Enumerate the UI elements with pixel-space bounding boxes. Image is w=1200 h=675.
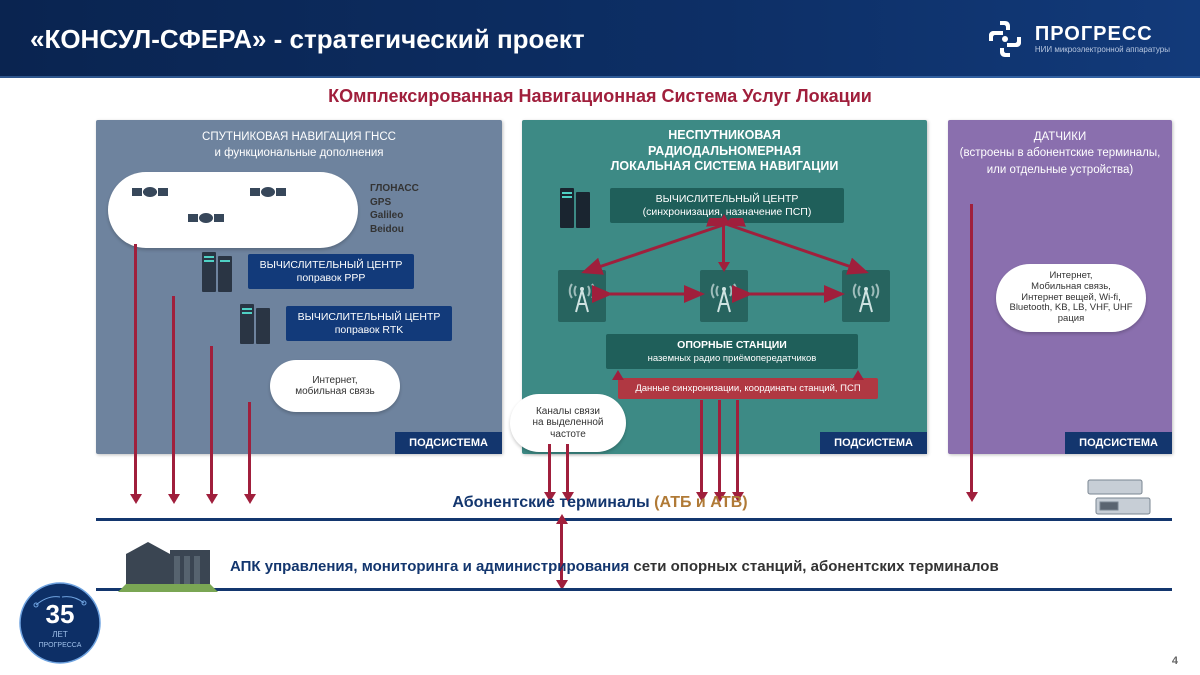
arrow (700, 400, 703, 494)
slide-title: «КОНСУЛ-СФЕРА» - стратегический проект (30, 24, 585, 55)
box-stations: ОПОРНЫЕ СТАНЦИИ наземных радио приёмопер… (606, 334, 858, 369)
building-icon (118, 530, 218, 596)
satellite-icon (130, 178, 170, 206)
arrow (970, 204, 973, 494)
svg-text:ПРОГРЕССА: ПРОГРЕССА (39, 642, 82, 649)
radio-tower-icon (708, 276, 740, 314)
satellite-icon (248, 178, 288, 206)
brand-subtitle: НИИ микроэлектронной аппаратуры (1035, 46, 1170, 54)
arrow-head-icon (852, 370, 864, 380)
arrow (548, 444, 551, 494)
panel3-title-l1: ДАТЧИКИ (1034, 131, 1086, 143)
server-icon (556, 184, 598, 232)
panel1-title-l1: СПУТНИКОВАЯ НАВИГАЦИЯ ГНСС (202, 131, 396, 143)
brand-name: ПРОГРЕСС (1035, 24, 1170, 44)
arrow (134, 244, 137, 496)
brand-logo-icon (985, 19, 1025, 59)
brand: ПРОГРЕСС НИИ микроэлектронной аппаратуры (985, 19, 1170, 59)
terminal-device-icon (1082, 476, 1158, 520)
arrow (722, 222, 725, 264)
radio-tower-icon (566, 276, 598, 314)
anniversary-badge-icon: 35 ЛЕТ ПРОГРЕССА (18, 581, 102, 665)
arrow-head-icon (612, 370, 624, 380)
arrow (248, 402, 251, 496)
arrow-head-icon (718, 214, 730, 224)
subtitle: КОмплексированная Навигационная Система … (0, 86, 1200, 107)
terminals-label: Абонентские терминалы (АТБ и АТВ) (0, 494, 1200, 512)
cloud-connectivity: Интернет, Мобильная связь, Интернет веще… (996, 264, 1146, 332)
page-number: 4 (1172, 655, 1178, 667)
gnss-systems-list: ГЛОНАСС GPS Galileo Beidou (370, 182, 419, 236)
svg-text:35: 35 (46, 599, 75, 629)
panel1-badge: ПОДСИСТЕМА (395, 432, 502, 454)
apk-label: АПК управления, мониторинга и администри… (230, 558, 1150, 575)
server-icon (236, 300, 278, 348)
box-sync-data: Данные синхронизации, координаты станций… (618, 378, 878, 399)
arrow (566, 444, 569, 494)
svg-text:ЛЕТ: ЛЕТ (52, 630, 68, 639)
arrow (172, 296, 175, 496)
arrow (718, 400, 721, 494)
box-stations-l2: наземных радио приёмопередатчиков (648, 353, 817, 364)
panel2-badge: ПОДСИСТЕМА (820, 432, 927, 454)
box-rtk: ВЫЧИСЛИТЕЛЬНЫЙ ЦЕНТР поправок RTK (286, 306, 452, 341)
radio-tower-icon (850, 276, 882, 314)
arrow (736, 400, 739, 494)
apk-hi: АПК управления, мониторинга и администри… (230, 558, 633, 575)
panel3-header: ДАТЧИКИ (встроены в абонентские терминал… (948, 120, 1172, 185)
panel3-title-l2: (встроены в абонентские терминалы, или о… (960, 147, 1161, 175)
server-icon (198, 248, 240, 296)
arrow-head-icon (718, 262, 730, 272)
cloud-internet-mobile: Интернет, мобильная связь (270, 360, 400, 412)
slide-header: «КОНСУЛ-СФЕРА» - стратегический проект П… (0, 0, 1200, 78)
arrow-head-icon (556, 514, 568, 524)
apk-rest: сети опорных станций, абонентских термин… (633, 558, 998, 575)
box-stations-l1: ОПОРНЫЕ СТАНЦИИ (677, 339, 787, 351)
terminals-line (96, 518, 1172, 521)
terminals-b: (АТБ и АТВ) (654, 494, 748, 511)
terminals-a: Абонентские терминалы (452, 494, 654, 511)
slide-body: КОмплексированная Навигационная Система … (0, 78, 1200, 675)
satellite-icon (186, 204, 226, 232)
panel-gnss-header: СПУТНИКОВАЯ НАВИГАЦИЯ ГНСС и функциональ… (96, 120, 502, 169)
arrow (210, 346, 213, 496)
box-ppp: ВЫЧИСЛИТЕЛЬНЫЙ ЦЕНТР поправок PPP (248, 254, 414, 289)
panel2-header: НЕСПУТНИКОВАЯ РАДИОДАЛЬНОМЕРНАЯ ЛОКАЛЬНА… (522, 120, 927, 183)
panel3-badge: ПОДСИСТЕМА (1065, 432, 1172, 454)
panel1-title-l2: и функциональные дополнения (214, 147, 383, 159)
apk-line (96, 588, 1172, 591)
